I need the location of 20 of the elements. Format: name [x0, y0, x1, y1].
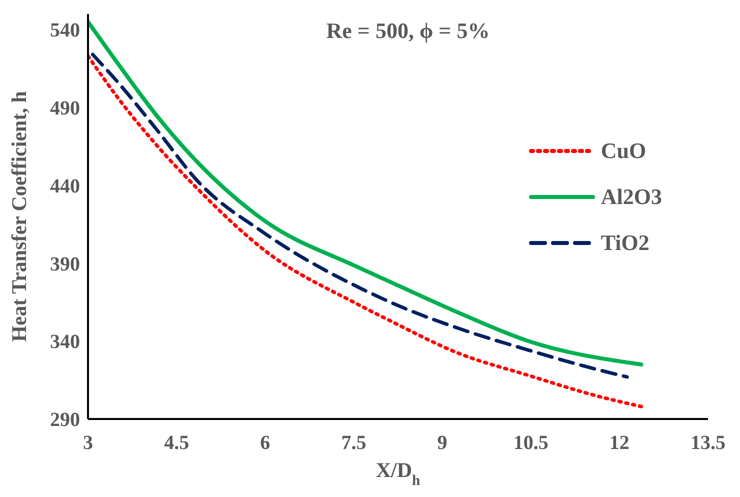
y-axis-title: Heat Transfer Coefficient, h — [7, 90, 31, 342]
x-tick-label: 7.5 — [341, 432, 366, 454]
x-tick-label: 10.5 — [513, 432, 548, 454]
y-tick-label: 490 — [50, 98, 80, 120]
chart-title: Re = 500, ϕ = 5% — [326, 18, 490, 43]
legend-label: Al2O3 — [600, 184, 662, 210]
y-tick-label: 340 — [50, 331, 80, 354]
x-tick-label: 12 — [609, 432, 630, 454]
x-tick-label: 4.5 — [164, 432, 190, 454]
x-tick-label: 9 — [437, 432, 448, 454]
x-tick-label: 6 — [260, 432, 270, 454]
x-axis-title: X/D$_{h}$ — [376, 458, 420, 489]
y-tick-label: 440 — [50, 175, 80, 198]
x-tick-label: 13.5 — [690, 432, 726, 454]
x-tick-label: 3 — [83, 432, 93, 454]
legend-label: CuO — [600, 138, 646, 164]
y-tick-label: 290 — [50, 409, 80, 432]
y-tick-label: 540 — [50, 20, 80, 42]
legend-label: TiO2 — [600, 230, 650, 256]
y-tick-label: 390 — [50, 253, 80, 276]
